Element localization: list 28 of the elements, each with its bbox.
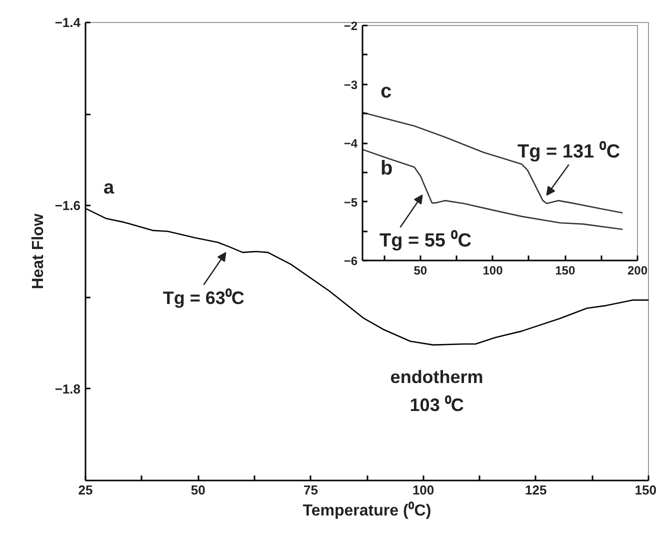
- y-axis-title: Heat Flow: [30, 213, 47, 290]
- series-label: b: [380, 157, 393, 180]
- x-tick-label: 50: [190, 482, 206, 498]
- x-tick-label: 25: [78, 482, 93, 498]
- x-tick-label: 100: [482, 264, 504, 278]
- y-tick-label: −1.8: [54, 381, 81, 396]
- x-tick-label: 100: [412, 482, 434, 498]
- x-tick-label: 50: [414, 264, 428, 278]
- x-tick-label: 125: [525, 482, 547, 498]
- annotation: Tg = 131 ⁰C: [518, 140, 620, 163]
- series-label: a: [104, 177, 114, 198]
- series-label: c: [380, 80, 392, 102]
- x-tick-label: 150: [555, 264, 576, 278]
- line-series: [362, 112, 624, 214]
- y-tick-label: −6: [344, 254, 358, 268]
- y-tick-label: −3: [344, 78, 358, 92]
- y-tick-label: −1.4: [54, 15, 82, 30]
- y-tick-label: −4: [344, 136, 358, 150]
- y-tick-label: −1.6: [54, 198, 81, 214]
- annotation: endotherm 103 ⁰C: [390, 366, 484, 415]
- annotation: Tg = 63⁰C: [162, 288, 244, 308]
- x-tick-label: 150: [634, 482, 656, 498]
- x-axis-title: Temperature (⁰C): [302, 502, 432, 520]
- y-tick-label: −5: [344, 195, 358, 210]
- x-tick-label: 75: [303, 482, 318, 498]
- x-tick-label: 200: [627, 264, 648, 278]
- y-tick-label: −2: [344, 19, 358, 33]
- annotation: Tg = 55 ⁰C: [380, 229, 472, 252]
